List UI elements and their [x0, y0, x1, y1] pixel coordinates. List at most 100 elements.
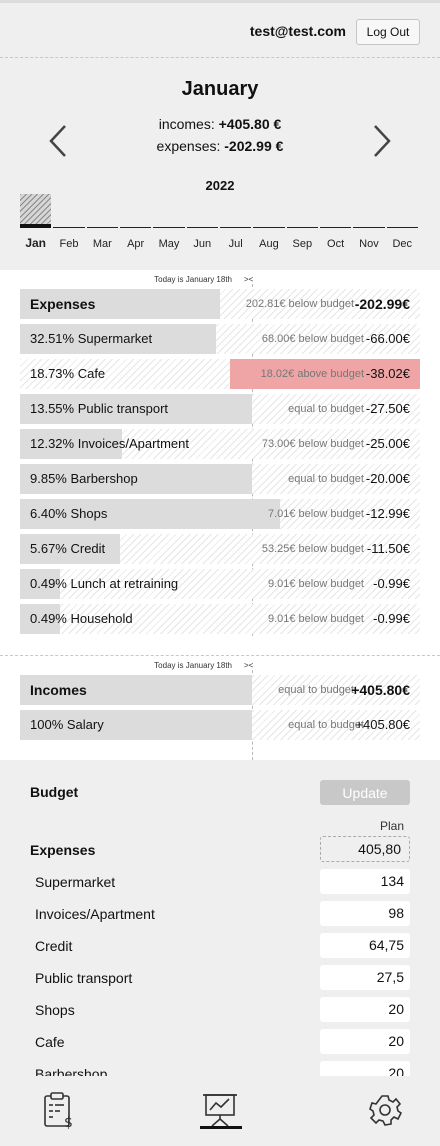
category-name: 6.40% Shops [30, 506, 108, 521]
month-jul[interactable]: Jul [219, 194, 253, 252]
budget-note: 9.01€ below budget [267, 578, 364, 590]
category-name: 100% Salary [30, 717, 104, 732]
month-bar [219, 194, 252, 228]
category-amount: +405.80€ [355, 717, 410, 732]
category-amount: +405.80€ [351, 682, 410, 698]
category-name: 32.51% Supermarket [30, 331, 153, 346]
budget-plan-input[interactable]: 20 [320, 1061, 410, 1076]
budget-note: equal to budget [288, 403, 364, 415]
category-row[interactable]: 18.73% Cafe 18.02€ above budget -38.02€ [20, 359, 420, 389]
month-jan[interactable]: Jan [20, 194, 53, 252]
category-amount: -202.99€ [354, 296, 410, 312]
category-summary-row[interactable]: Incomes equal to budget +405.80€ [20, 675, 420, 705]
budget-plan-input[interactable]: 20 [320, 997, 410, 1022]
month-bar [286, 194, 318, 228]
month-aug[interactable]: Aug [253, 196, 286, 252]
category-name: 5.67% Credit [30, 541, 106, 556]
next-month-icon[interactable] [372, 124, 392, 158]
budget-plan-input[interactable]: 20 [320, 1029, 410, 1054]
progress-fill [20, 534, 120, 564]
budget-category-name: Shops [35, 1002, 75, 1018]
month-sep[interactable]: Sep [286, 194, 320, 252]
month-jun[interactable]: Jun [186, 194, 220, 252]
budget-row: Public transport 27,5 [0, 965, 440, 991]
month-selector: Jan Feb Mar Apr May Jun Jul Aug Sep Oct Nov Dec [20, 194, 420, 252]
budget-row: Shops 20 [0, 997, 440, 1023]
budget-category-name: Invoices/Apartment [35, 906, 155, 922]
plan-column-header: Plan [379, 819, 404, 833]
category-name: Expenses [30, 296, 96, 312]
category-row[interactable]: 100% Salary equal to budget +405.80€ [20, 710, 420, 740]
month-apr[interactable]: Apr [119, 196, 153, 252]
category-row[interactable]: 13.55% Public transport equal to budget -2… [20, 394, 420, 424]
budget-row: Barbershop 20 [0, 1061, 440, 1076]
month-label: Jul [228, 238, 243, 250]
progress-fill [20, 675, 252, 705]
budget-row: Cafe 20 [0, 1029, 440, 1055]
month-dec[interactable]: Dec [386, 194, 420, 252]
presentation-chart-icon[interactable] [200, 1090, 240, 1130]
today-label: Today is January 18th [154, 275, 232, 284]
category-amount: -66.00€ [365, 331, 410, 346]
progress-fill [20, 499, 280, 529]
category-row[interactable]: 6.40% Shops 7.01€ below budget -12.99€ [20, 499, 420, 529]
category-row[interactable]: 9.85% Barbershop equal to budget -20.00€ [20, 464, 420, 494]
category-summary-row[interactable]: Expenses 202.81€ below budget -202.99€ [20, 289, 420, 319]
category-amount: -0.99€ [373, 611, 410, 626]
over-budget-fill [230, 359, 420, 389]
budget-plan-input[interactable]: 98 [320, 901, 410, 926]
month-mar[interactable]: Mar [86, 194, 120, 252]
budget-plan-input[interactable]: 134 [320, 869, 410, 894]
month-totals: incomes: +405.80 € expenses: -202.99 € [0, 113, 440, 157]
category-amount: -12.99€ [365, 506, 410, 521]
budget-note: 9.01€ below budget [267, 613, 364, 625]
budget-expenses-total: 405,80 [320, 836, 410, 862]
month-bar [253, 194, 285, 228]
svg-text:$: $ [64, 1115, 73, 1130]
budget-plan-input[interactable]: 64,75 [320, 933, 410, 958]
month-label: Aug [259, 238, 279, 250]
month-feb[interactable]: Feb [53, 196, 86, 252]
budget-panel: Budget Update Plan Expenses 405,80 Super… [0, 760, 440, 1076]
month-nov[interactable]: Nov [353, 196, 386, 252]
gear-icon[interactable] [365, 1090, 405, 1130]
budget-note: 53.25€ below budget [261, 543, 364, 555]
month-label: Mar [92, 238, 112, 250]
expenses-label: expenses: [156, 138, 221, 154]
top-bar: test@test.com Log Out [0, 0, 440, 58]
month-label: Nov [359, 238, 379, 250]
category-name: 0.49% Lunch at retraining [30, 576, 179, 591]
month-label: Feb [59, 238, 79, 250]
month-oct[interactable]: Oct [319, 196, 353, 252]
logout-button[interactable]: Log Out [356, 19, 420, 45]
today-label: Today is January 18th [154, 661, 232, 670]
budget-plan-input[interactable]: 27,5 [320, 965, 410, 990]
month-label: Sep [292, 238, 313, 250]
category-row[interactable]: 5.67% Credit 53.25€ below budget -11.50€ [20, 534, 420, 564]
previous-month-icon[interactable] [48, 124, 68, 158]
category-row[interactable]: 0.49% Household 9.01€ below budget -0.99€ [20, 604, 420, 634]
budget-category-name: Credit [35, 938, 73, 954]
month-may[interactable]: May [153, 196, 186, 252]
budget-note: equal to budget [278, 684, 354, 696]
month-bar [186, 194, 218, 228]
month-bar [386, 194, 418, 228]
month-label: Apr [127, 238, 145, 250]
update-button[interactable]: Update [320, 780, 410, 805]
active-tab-indicator [200, 1126, 242, 1129]
category-row[interactable]: 32.51% Supermarket 68.00€ below budget -66… [20, 324, 420, 354]
category-amount: -25.00€ [365, 436, 410, 451]
month-bar [86, 194, 118, 228]
year-label: 2022 [205, 178, 235, 193]
category-row[interactable]: 12.32% Invoices/Apartment 73.00€ below bu… [20, 429, 420, 459]
clipboard-money-icon[interactable]: $ [40, 1090, 80, 1130]
budget-row: Supermarket 134 [0, 869, 440, 895]
month-bar [53, 194, 85, 228]
progress-fill [20, 429, 122, 459]
month-bar [153, 194, 185, 228]
category-row[interactable]: 0.49% Lunch at retraining 9.01€ below bud… [20, 569, 420, 599]
budget-note: 7.01€ below budget [267, 508, 364, 520]
progress-fill [20, 394, 252, 424]
month-label: Oct [327, 238, 345, 250]
budget-category-name: Public transport [35, 970, 133, 986]
